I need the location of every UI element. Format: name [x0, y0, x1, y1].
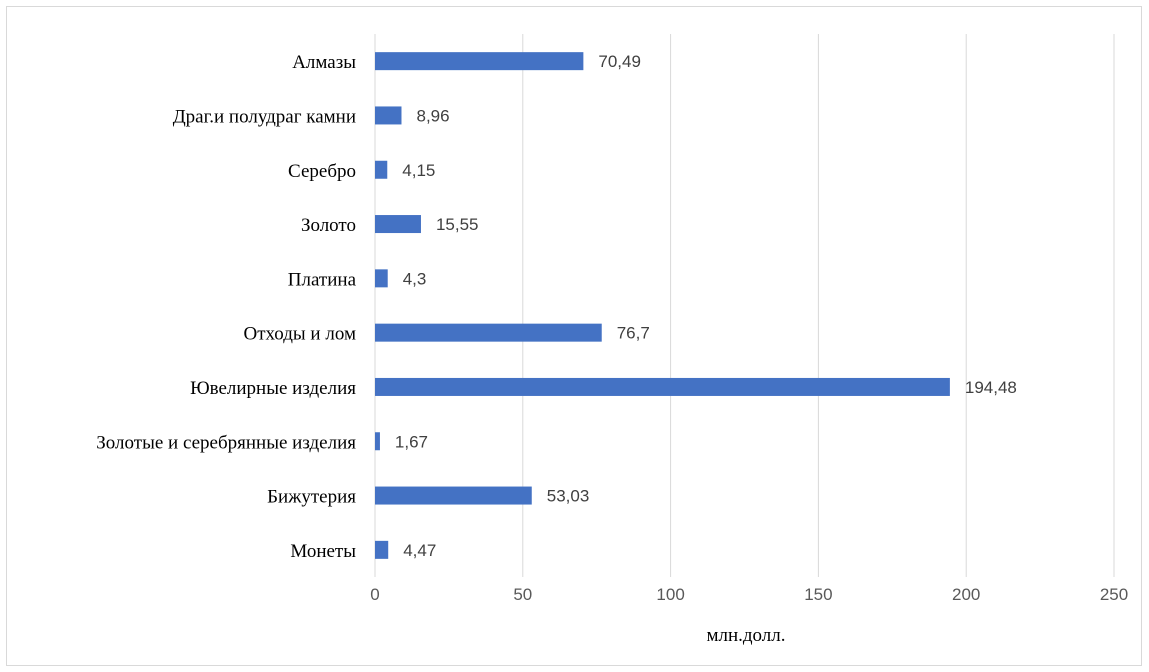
data-label: 76,7	[617, 324, 650, 343]
bar	[375, 269, 388, 288]
category-label: Золотые и серебрянные изделия	[96, 432, 356, 453]
category-label: Алмазы	[292, 52, 356, 73]
bar	[375, 323, 602, 342]
data-label: 70,49	[598, 52, 641, 71]
bars	[375, 52, 950, 559]
x-tick-label: 200	[952, 585, 980, 604]
x-tick-label: 0	[370, 585, 379, 604]
bar	[375, 160, 388, 179]
x-tick-label: 50	[513, 585, 532, 604]
category-label: Отходы и лом	[244, 324, 357, 345]
category-label: Золото	[301, 215, 356, 236]
category-label: Серебро	[288, 161, 356, 182]
bar	[375, 432, 380, 451]
bar	[375, 377, 950, 396]
data-label: 15,55	[436, 215, 479, 234]
labels: 0 50 100 150 200 250 Алмазы 70,49 Драг.и полудра…	[96, 52, 1128, 604]
category-label: Драг.и полудраг камни	[173, 106, 356, 127]
bar	[375, 215, 421, 234]
bar	[375, 52, 584, 71]
data-label: 53,03	[547, 487, 590, 506]
data-label: 4,3	[403, 269, 427, 288]
category-label: Бижутерия	[267, 487, 356, 508]
data-label: 4,15	[402, 161, 435, 180]
bar	[375, 540, 389, 559]
data-label: 8,96	[416, 106, 449, 125]
data-label: 1,67	[395, 432, 428, 451]
x-tick-label: 250	[1100, 585, 1128, 604]
data-label: 194,48	[965, 378, 1017, 397]
category-label: Платина	[288, 269, 357, 290]
x-tick-label: 150	[804, 585, 832, 604]
data-label: 4,47	[403, 541, 436, 560]
gridlines	[374, 34, 1115, 577]
bar	[375, 486, 532, 505]
x-axis-title: млн.долл.	[706, 625, 785, 646]
category-label: Монеты	[290, 541, 356, 562]
bar	[375, 106, 402, 125]
x-tick-label: 100	[656, 585, 684, 604]
category-label: Ювелирные изделия	[190, 378, 356, 399]
